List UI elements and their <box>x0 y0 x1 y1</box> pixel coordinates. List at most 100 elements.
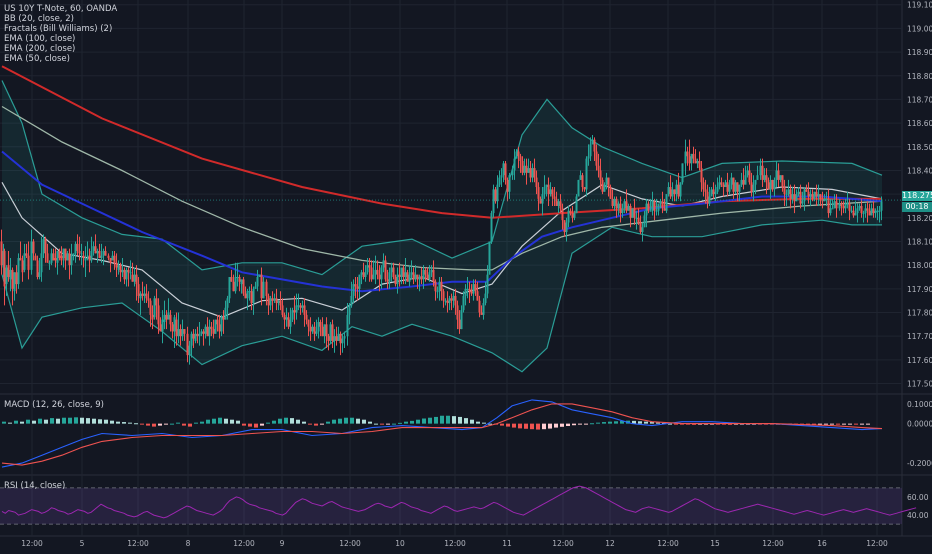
indicator-bb[interactable]: BB (20, close, 2) <box>4 14 74 24</box>
candle-body <box>111 255 114 261</box>
macd-histogram-bar <box>584 423 588 425</box>
candle-body <box>44 239 47 254</box>
candle-body <box>829 208 832 214</box>
symbol-title[interactable]: US 10Y T-Note, 60, OANDA <box>4 4 118 14</box>
bb-upper-line <box>1 80 883 276</box>
candle-body <box>679 182 682 197</box>
candle-body <box>56 250 59 263</box>
candle-body <box>293 310 296 313</box>
candle-body <box>811 194 814 199</box>
candle-body <box>438 281 441 292</box>
candle-body <box>452 295 455 301</box>
price-tick-label: 119.000 <box>907 24 932 33</box>
candle-body <box>605 177 608 185</box>
candle-body <box>659 201 662 204</box>
macd-histogram-bar <box>674 423 678 425</box>
indicator-ema100[interactable]: EMA (100, close) <box>4 34 76 44</box>
price-tick-label: 117.700 <box>907 332 932 341</box>
candle-body <box>42 239 45 254</box>
macd-histogram-bar <box>272 420 276 424</box>
macd-histogram-bar <box>548 423 552 429</box>
candle-body <box>460 310 463 330</box>
candle-body <box>291 310 294 320</box>
candle-body <box>327 336 330 341</box>
candle-body <box>539 198 542 204</box>
candle-body <box>283 314 286 320</box>
candle-body <box>143 293 146 296</box>
candle-body <box>502 163 505 176</box>
macd-histogram-bar <box>596 422 600 424</box>
price-tick-label: 118.100 <box>907 237 932 246</box>
candle-body <box>789 189 792 199</box>
macd-histogram-bar <box>488 423 492 425</box>
candle-body <box>819 194 822 199</box>
macd-histogram-bar <box>74 417 78 424</box>
candle-body <box>271 298 274 301</box>
candle-body <box>559 201 562 209</box>
candle-body <box>523 165 526 173</box>
candle-body <box>337 333 340 341</box>
macd-histogram-bar <box>152 423 156 427</box>
macd-histogram-bar <box>398 422 402 424</box>
candle-body <box>54 258 57 261</box>
candle-body <box>196 333 199 337</box>
macd-histogram-bar <box>650 422 654 424</box>
candle-body <box>561 208 564 221</box>
macd-histogram-bar <box>98 419 102 424</box>
candle-body <box>621 208 624 214</box>
candle-body <box>519 156 522 161</box>
candle-body <box>569 210 572 214</box>
macd-histogram-bar <box>332 419 336 424</box>
bb-lower-line <box>1 219 882 373</box>
macd-histogram-bar <box>416 419 420 424</box>
macd-histogram-bar <box>362 419 366 424</box>
candle-body <box>313 326 316 334</box>
candle-body <box>825 198 828 200</box>
macd-histogram-bar <box>248 423 252 427</box>
macd-histogram-bar <box>380 423 384 425</box>
candle-body <box>690 153 693 164</box>
candle-body <box>671 189 674 197</box>
candle-body <box>208 326 211 337</box>
candle-body <box>226 298 229 308</box>
candle-body <box>325 324 328 337</box>
rsi-pane <box>0 485 917 525</box>
indicator-ema200[interactable]: EMA (200, close) <box>4 44 76 54</box>
indicator-ema50[interactable]: EMA (50, close) <box>4 54 70 64</box>
macd-histogram-bar <box>104 419 108 424</box>
rsi-title[interactable]: RSI (14, close) <box>4 481 66 491</box>
candle-body <box>573 213 576 218</box>
candle-body <box>250 291 253 304</box>
candle-body <box>414 274 417 280</box>
candle-body <box>5 267 8 285</box>
candle-body <box>400 267 403 277</box>
candle-body <box>557 201 560 206</box>
candle-body <box>362 272 365 277</box>
candle-body <box>585 158 588 190</box>
macd-title[interactable]: MACD (12, 26, close, 9) <box>4 400 104 410</box>
candle-body <box>840 203 843 206</box>
macd-histogram-bar <box>110 420 114 424</box>
candle-body <box>135 274 138 285</box>
macd-histogram-bar <box>194 422 198 424</box>
candle-body <box>577 179 580 197</box>
candle-body <box>850 210 853 212</box>
candle-body <box>529 168 532 178</box>
candle-body <box>866 208 869 211</box>
time-tick-label: 8 <box>186 539 191 548</box>
candle-body <box>732 177 735 192</box>
candle-body <box>183 329 186 334</box>
candle-body <box>315 331 318 334</box>
macd-histogram-bar <box>806 423 810 425</box>
candle-body <box>494 189 497 202</box>
candle-body <box>402 267 405 277</box>
indicator-fractals[interactable]: Fractals (Bill Williams) (2) <box>4 24 113 34</box>
candle-body <box>25 253 28 256</box>
macd-histogram-bar <box>638 421 642 424</box>
candle-body <box>82 255 85 259</box>
time-tick-label: 12:00 <box>762 539 784 548</box>
candle-body <box>597 165 600 171</box>
macd-histogram-bar <box>500 423 504 426</box>
